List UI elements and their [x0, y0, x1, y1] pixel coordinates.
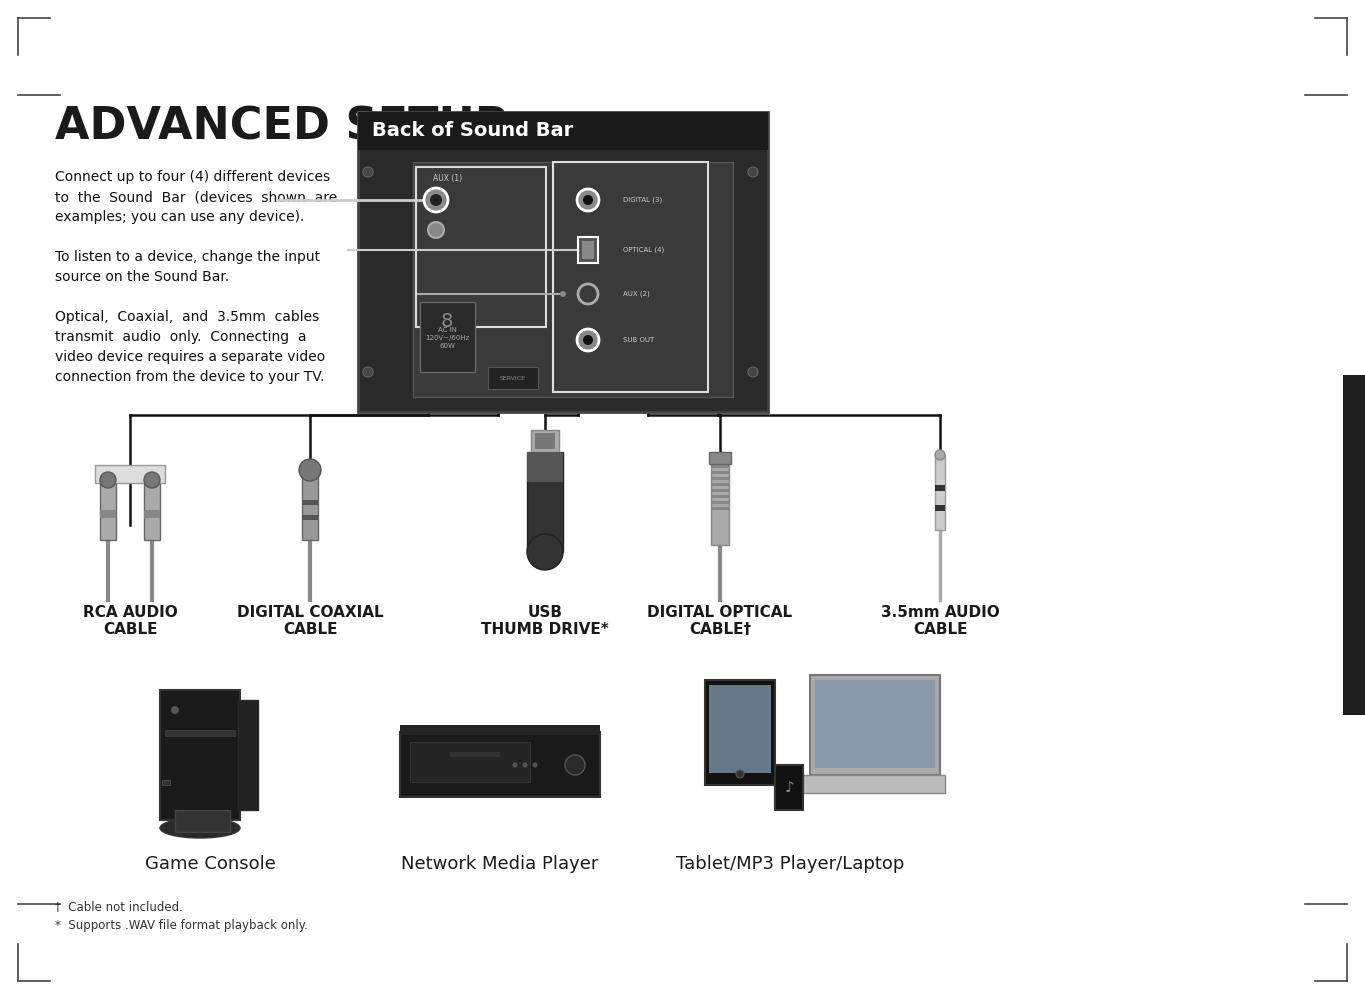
Circle shape [143, 472, 160, 488]
Bar [302, 470, 318, 540]
Circle shape [512, 762, 517, 767]
Bar [175, 810, 229, 832]
Circle shape [527, 534, 562, 570]
Bar [581, 241, 594, 259]
Bar [775, 765, 803, 810]
Text: SERVICE: SERVICE [500, 376, 526, 381]
Text: ADVANCED SETUP: ADVANCED SETUP [55, 105, 508, 148]
Circle shape [577, 189, 599, 211]
Bar [100, 510, 116, 518]
Bar [100, 480, 116, 540]
Bar [1343, 375, 1365, 715]
Circle shape [532, 762, 538, 767]
Text: †  Cable not included.
*  Supports .WAV file format playback only.: † Cable not included. * Supports .WAV fi… [55, 900, 308, 932]
Bar [708, 452, 732, 464]
Bar [935, 455, 945, 530]
Bar [96, 465, 165, 483]
Circle shape [736, 770, 744, 778]
Bar [711, 501, 729, 504]
Ellipse shape [160, 818, 240, 838]
Circle shape [577, 329, 599, 351]
Bar [143, 510, 160, 518]
Bar [704, 680, 775, 785]
Bar [416, 167, 546, 327]
Bar [420, 302, 475, 372]
Bar [450, 752, 500, 757]
Circle shape [171, 706, 179, 714]
Text: Game Console: Game Console [145, 855, 276, 873]
Bar [577, 237, 598, 263]
Bar [711, 471, 729, 474]
Circle shape [560, 291, 566, 297]
Text: Back of Sound Bar: Back of Sound Bar [373, 122, 573, 141]
Circle shape [429, 222, 444, 238]
Bar [711, 489, 729, 492]
Text: OPTICAL (4): OPTICAL (4) [622, 247, 665, 254]
Bar [414, 162, 733, 397]
Circle shape [299, 459, 321, 481]
Bar [165, 730, 235, 736]
Text: DIGITAL COAXIAL
CABLE: DIGITAL COAXIAL CABLE [236, 605, 384, 637]
Circle shape [363, 367, 373, 377]
Circle shape [565, 755, 586, 775]
Text: DIGITAL OPTICAL
CABLE†: DIGITAL OPTICAL CABLE† [647, 605, 793, 637]
Circle shape [583, 335, 592, 345]
Circle shape [748, 367, 758, 377]
Circle shape [583, 195, 592, 205]
Bar [800, 775, 945, 793]
Bar [711, 483, 729, 486]
Bar [809, 675, 940, 775]
Text: AUX (2): AUX (2) [622, 291, 650, 298]
Text: DIGITAL (3): DIGITAL (3) [622, 197, 662, 203]
Bar [711, 507, 729, 510]
Text: 3.5mm AUDIO
CABLE: 3.5mm AUDIO CABLE [880, 605, 999, 637]
Bar [489, 367, 538, 389]
FancyBboxPatch shape [358, 112, 768, 412]
Text: RCA AUDIO
CABLE: RCA AUDIO CABLE [83, 605, 177, 637]
Circle shape [430, 194, 442, 206]
Text: 8: 8 [441, 312, 453, 331]
Text: Connect up to four (4) different devices
to  the  Sound  Bar  (devices  shown  a: Connect up to four (4) different devices… [55, 170, 337, 385]
Bar [400, 732, 601, 797]
Bar [302, 500, 318, 505]
Circle shape [363, 167, 373, 177]
Bar [238, 700, 258, 810]
Bar [708, 685, 771, 773]
Text: ♪: ♪ [785, 780, 794, 795]
Bar [527, 452, 562, 552]
Bar [162, 780, 171, 785]
Bar [400, 725, 601, 735]
Bar [160, 690, 240, 820]
Text: Network Media Player: Network Media Player [401, 855, 599, 873]
Bar [935, 505, 945, 511]
Circle shape [523, 762, 527, 767]
Circle shape [935, 450, 945, 460]
Bar [711, 460, 729, 545]
Text: Tablet/MP3 Player/Laptop: Tablet/MP3 Player/Laptop [676, 855, 904, 873]
Bar [527, 452, 562, 482]
Circle shape [425, 188, 448, 212]
Circle shape [748, 167, 758, 177]
Bar [143, 480, 160, 540]
Circle shape [100, 472, 116, 488]
Bar [302, 515, 318, 520]
Text: SUB OUT: SUB OUT [622, 337, 654, 343]
Text: USB
THUMB DRIVE*: USB THUMB DRIVE* [480, 605, 609, 637]
Bar [410, 742, 530, 782]
Bar [531, 430, 560, 452]
Bar [711, 495, 729, 498]
Bar [711, 465, 729, 468]
Bar [935, 485, 945, 491]
Text: AC IN
120V~/60Hz
60W: AC IN 120V~/60Hz 60W [425, 327, 470, 349]
Bar [815, 680, 935, 768]
Bar [535, 433, 556, 449]
Bar [553, 162, 708, 392]
Bar [358, 112, 768, 150]
Bar [711, 477, 729, 480]
Text: AUX (1): AUX (1) [434, 175, 463, 184]
